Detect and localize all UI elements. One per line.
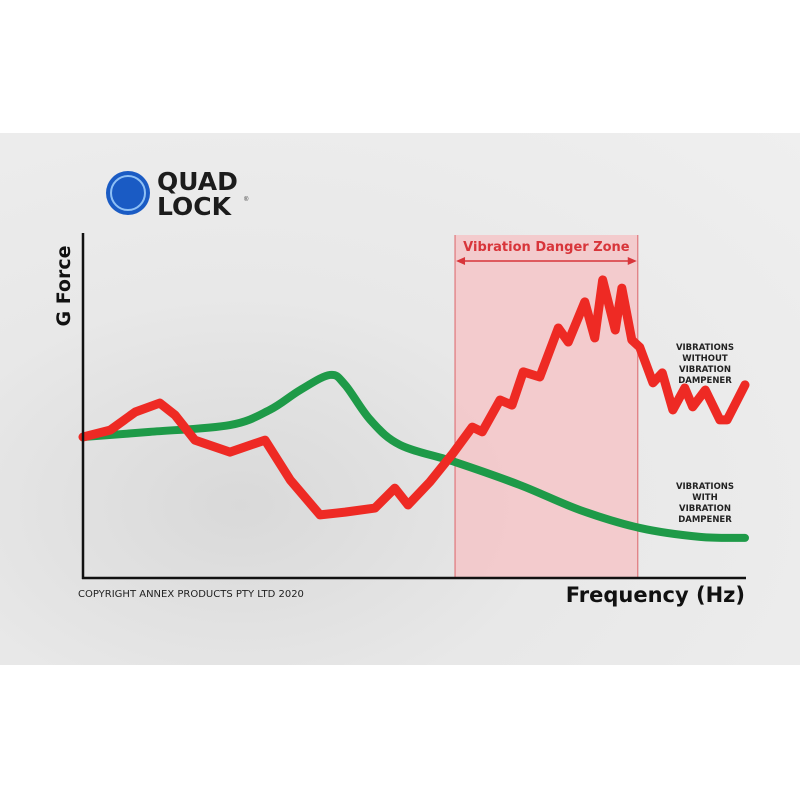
logo-badge-icon [106, 171, 150, 215]
danger-zone-band: Vibration Danger Zone [454, 235, 639, 578]
logo-registered: ® [244, 196, 249, 203]
points-without-dampener [82, 279, 746, 515]
series-label-line: VIBRATIONS [676, 343, 734, 353]
series-label-line: VIBRATION [679, 365, 731, 375]
series-label-line: VIBRATIONS [676, 482, 734, 492]
series-line-with-dampener [79, 370, 749, 542]
series-label-line: VIBRATION [679, 504, 731, 514]
danger-zone-label: Vibration Danger Zone [463, 240, 630, 255]
points-with-dampener [82, 374, 746, 538]
series-label-line: WITHOUT [682, 354, 728, 364]
series-label-line: DAMPENER [678, 376, 732, 386]
x-axis-label: Frequency (Hz) [566, 583, 745, 607]
series-label-line: DAMPENER [678, 515, 732, 525]
arrow-left-icon [456, 257, 466, 265]
series-line-without-dampener [78, 275, 750, 520]
danger-zone-fill [455, 235, 638, 578]
y-axis-label: G Force [53, 246, 75, 327]
series-label-line: WITH [692, 493, 717, 503]
quad-lock-logo: QUAD LOCK ® [106, 167, 249, 221]
arrow-right-icon [627, 257, 637, 265]
logo-text-lock: LOCK [157, 192, 233, 221]
copyright-text: COPYRIGHT ANNEX PRODUCTS PTY LTD 2020 [78, 589, 304, 600]
logo-text-quad: QUAD [157, 167, 238, 196]
